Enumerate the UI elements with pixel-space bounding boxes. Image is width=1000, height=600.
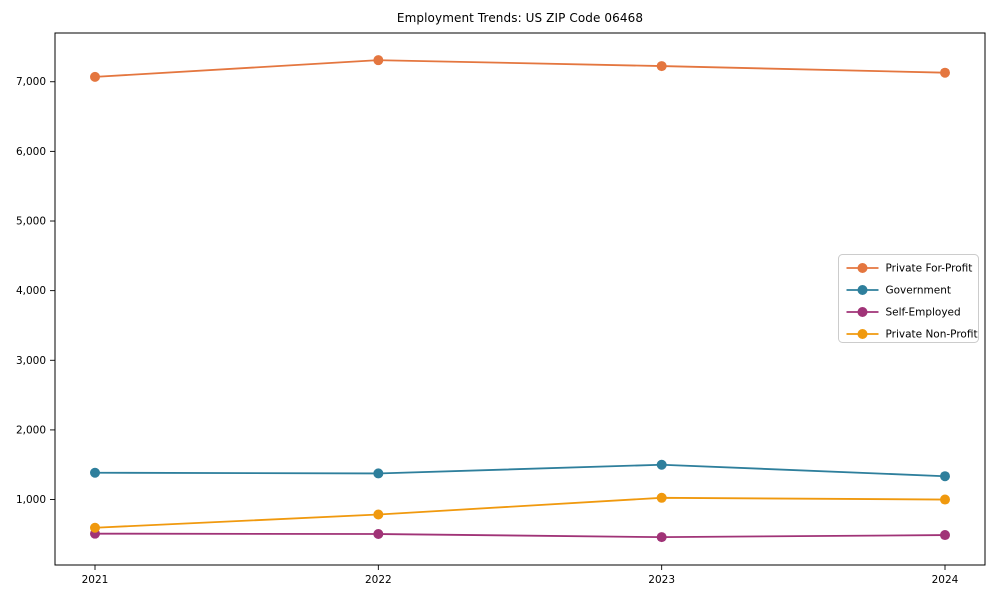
legend-item-self-employed: Self-Employed [846,307,961,319]
data-point-private-non-profit-2021 [90,522,100,533]
data-point-government-2023 [656,459,667,470]
plot-frame [54,32,986,566]
legend-item-private-for-profit: Private For-Profit [846,263,973,275]
data-point-private-non-profit-2024 [940,494,950,505]
data-point-self-employed-2022 [373,529,384,540]
series-line-private-for-profit [94,59,946,78]
data-point-self-employed-2023 [656,532,667,543]
legend-label-private-for-profit: Private For-Profit [886,263,973,275]
data-point-government-2022 [373,468,384,479]
legend-swatch-dot-self-employed [857,307,868,317]
legend-swatch-dot-government [857,285,868,295]
legend-item-government: Government [846,285,951,297]
data-point-private-for-profit-2021 [90,71,100,82]
y-tick-label: 4,000 [16,285,46,297]
data-point-government-2024 [940,471,950,482]
legend-label-government: Government [886,285,951,297]
legend-item-private-non-profit: Private Non-Profit [846,329,978,341]
y-tick-label: 3,000 [16,355,46,367]
data-point-private-for-profit-2023 [656,61,667,72]
data-point-private-for-profit-2022 [373,55,384,66]
y-tick-label: 7,000 [16,76,46,88]
series-line-private-non-profit [94,496,946,529]
y-tick-label: 6,000 [16,146,46,158]
x-tick-label: 2024 [932,574,959,586]
series-line-self-employed [94,532,946,539]
chart-title: Employment Trends: US ZIP Code 06468 [396,11,644,25]
legend-swatch-dot-private-non-profit [857,329,868,339]
legend-label-self-employed: Self-Employed [886,307,961,319]
data-point-private-for-profit-2024 [940,67,950,78]
legend: Private For-Profit Government Self-Employe… [838,254,979,343]
legend-label-private-non-profit: Private Non-Profit [886,329,978,341]
data-point-government-2021 [90,467,100,478]
x-tick-label: 2022 [365,574,392,586]
legend-box [838,254,979,343]
x-tick-label: 2023 [648,574,675,586]
data-point-private-non-profit-2022 [373,509,384,520]
y-tick-label: 1,000 [16,494,46,506]
data-point-self-employed-2024 [940,530,950,541]
y-tick-label: 2,000 [16,424,46,436]
x-tick-label: 2021 [82,574,109,586]
data-point-private-non-profit-2023 [656,492,667,503]
legend-swatch-dot-private-for-profit [857,263,868,273]
series-line-government [94,463,946,478]
y-tick-label: 5,000 [16,216,46,228]
